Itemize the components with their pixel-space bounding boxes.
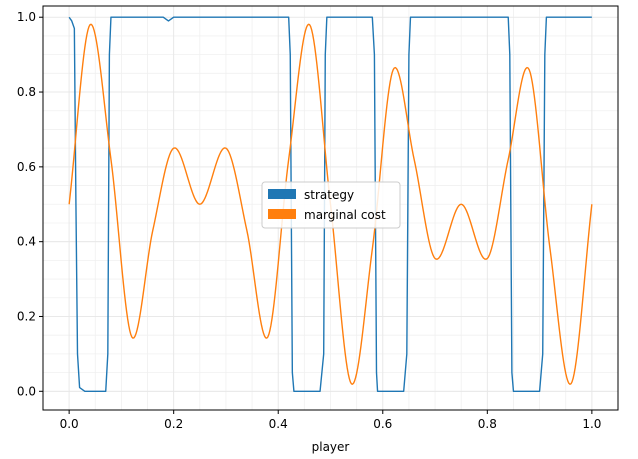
y-tick-label: 1.0 xyxy=(17,10,36,24)
legend-box xyxy=(261,181,401,229)
y-tick-label: 0.2 xyxy=(17,309,36,323)
x-tick-label: 0.0 xyxy=(60,417,79,431)
y-tick-label: 0.8 xyxy=(17,85,36,99)
series-line-strategy xyxy=(68,16,592,392)
x-tick-label: 0.6 xyxy=(373,417,392,431)
plot-frame xyxy=(42,5,619,411)
y-tick-label: 0.0 xyxy=(17,384,36,398)
legend-swatch xyxy=(268,209,296,219)
legend-label: strategy xyxy=(304,188,354,202)
x-tick-label: 0.4 xyxy=(269,417,288,431)
legend-label: marginal cost xyxy=(304,208,386,222)
legend-swatch xyxy=(268,189,296,199)
x-tick-label: 0.8 xyxy=(478,417,497,431)
legend: strategy marginal cost xyxy=(261,181,401,229)
y-tick-label: 0.6 xyxy=(17,160,36,174)
x-axis-label: player xyxy=(312,440,350,454)
x-tick-label: 0.2 xyxy=(164,417,183,431)
axis-ticks: 0.0 0.2 0.4 0.6 0.8 1.0 0.0 0.2 0.4 0.6 0.8 1.0 xyxy=(17,10,602,431)
x-tick-label: 1.0 xyxy=(582,417,601,431)
y-tick-label: 0.4 xyxy=(17,235,36,249)
